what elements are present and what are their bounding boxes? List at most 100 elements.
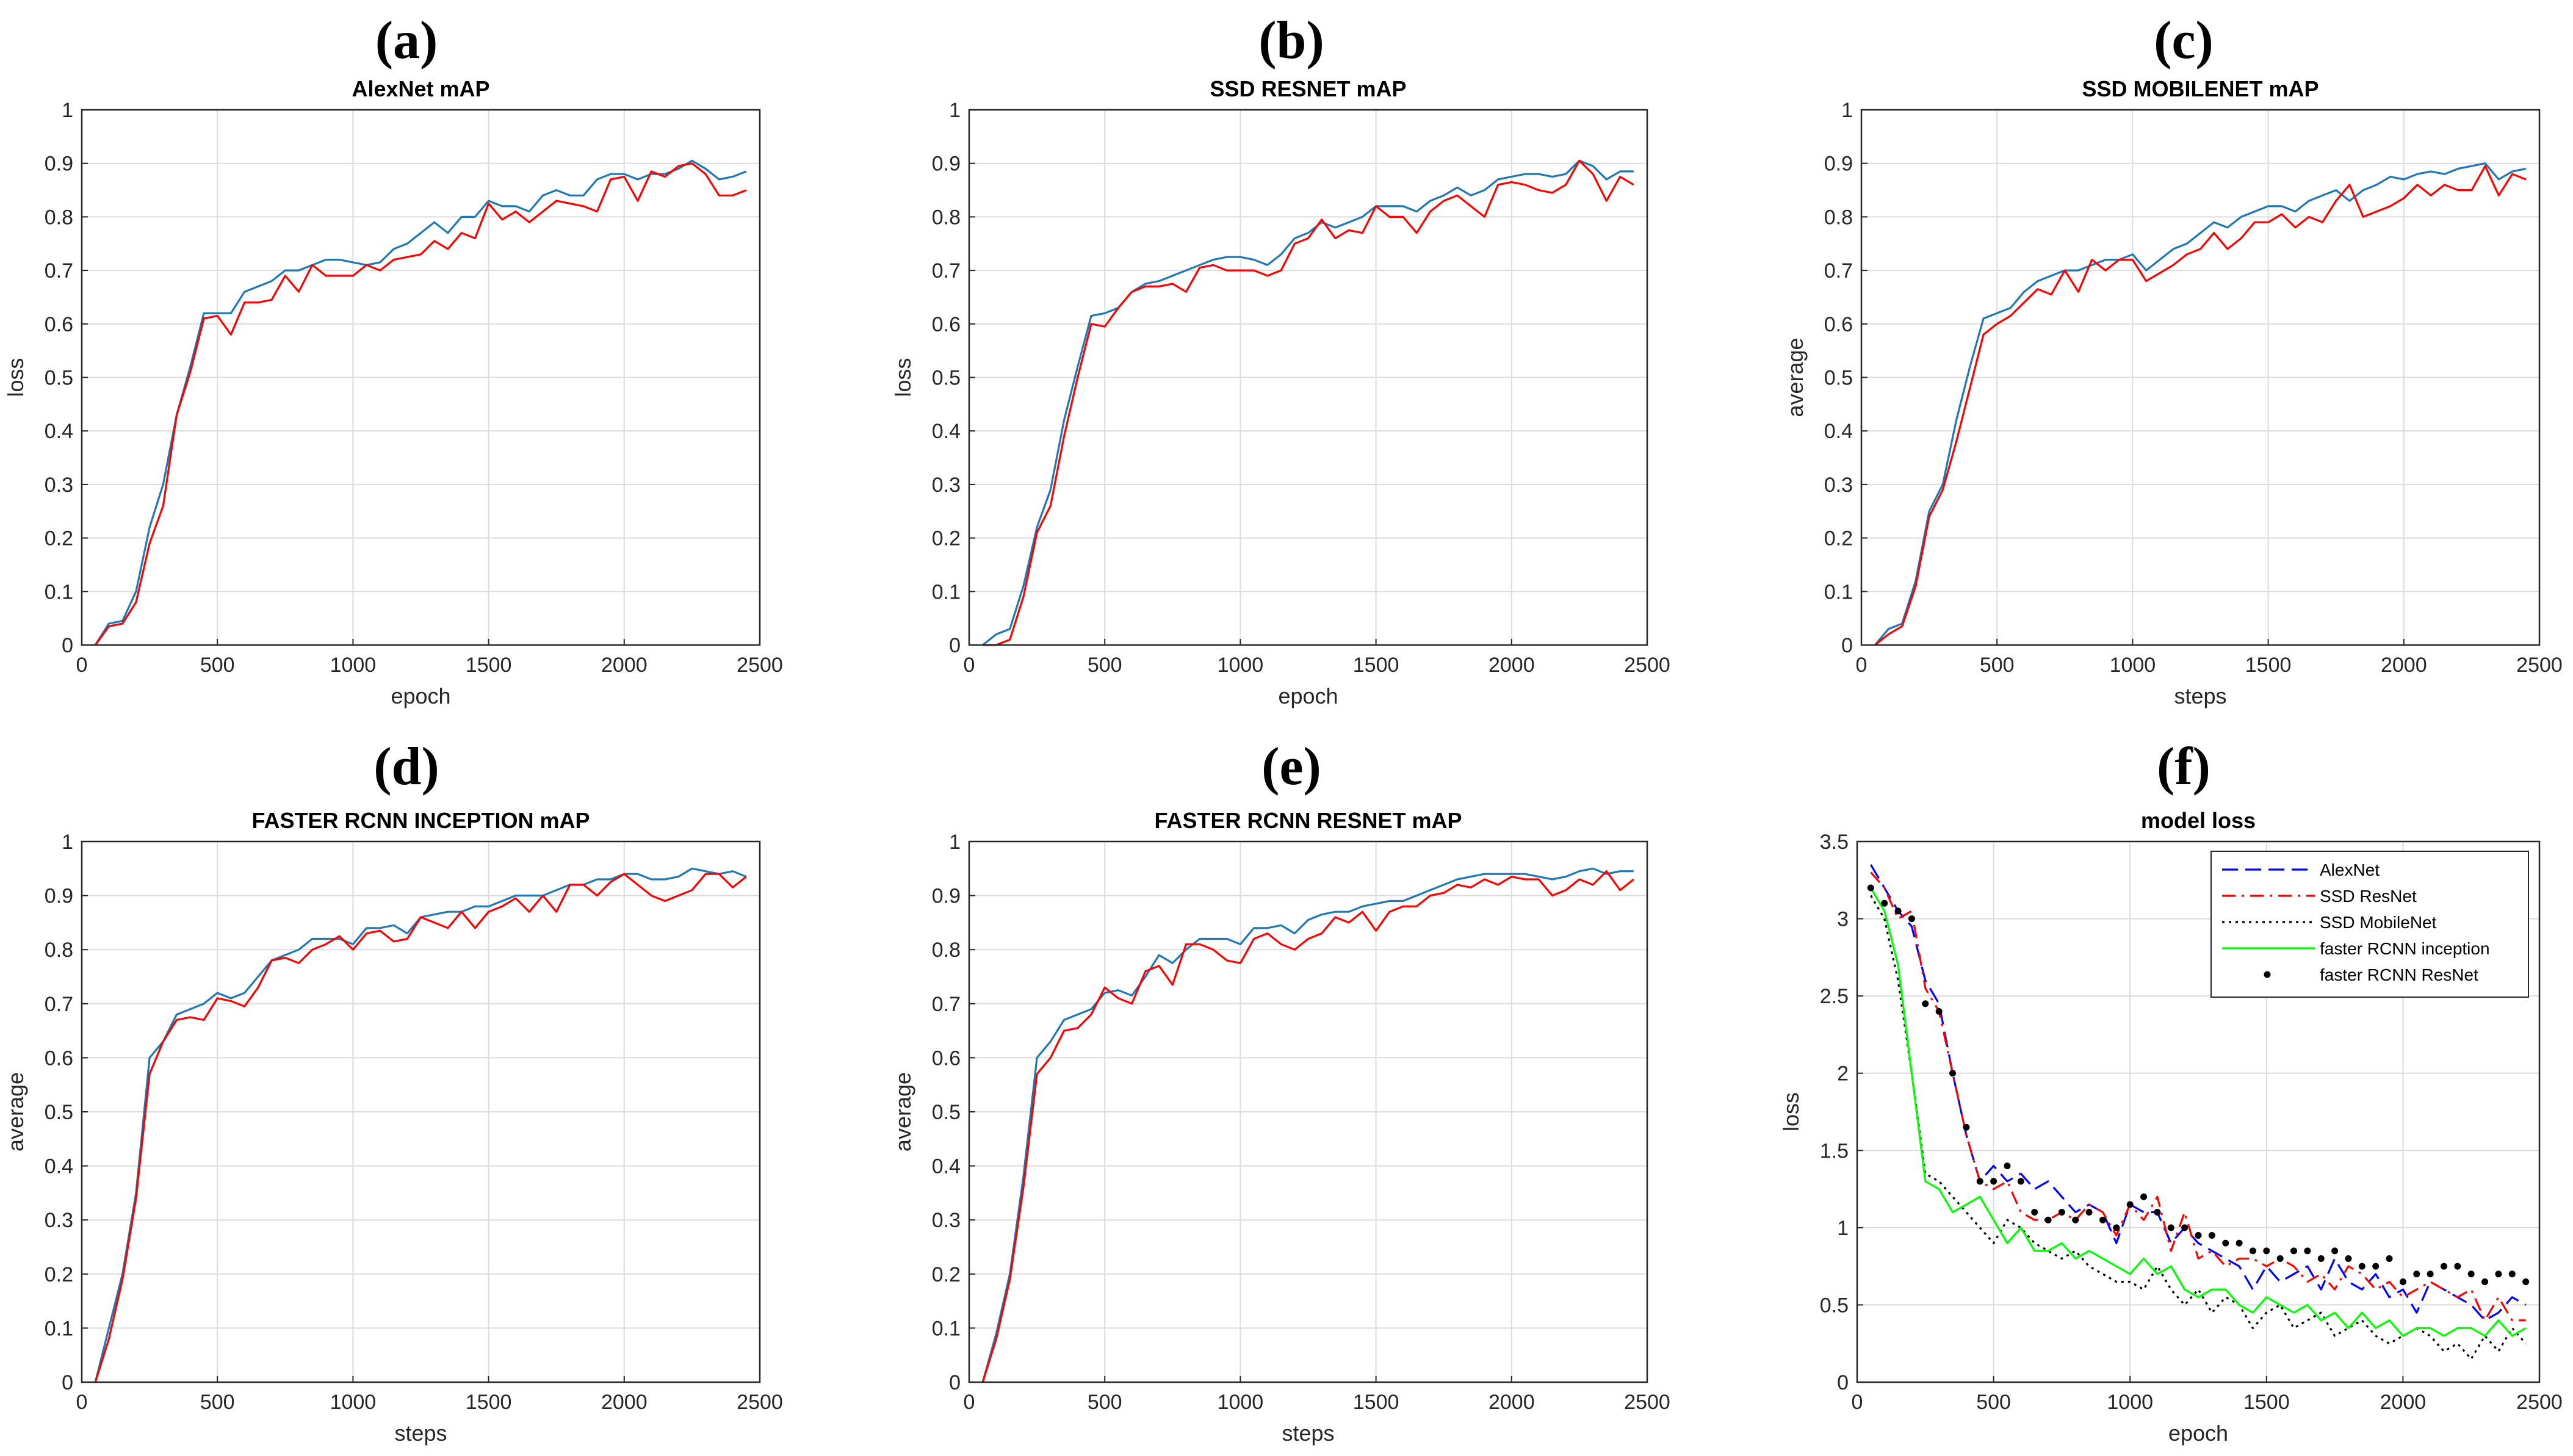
- y-tick-label: 0.5: [45, 1101, 73, 1124]
- y-tick-label: 0.8: [932, 939, 961, 962]
- legend-label: faster RCNN inception: [2320, 939, 2490, 958]
- x-tick-label: 0: [1856, 654, 1868, 677]
- y-tick-label: 1: [949, 99, 961, 122]
- y-tick-label: 0.6: [1824, 313, 1853, 336]
- y-tick-label: 0.7: [45, 993, 73, 1016]
- x-tick-label: 0: [964, 654, 975, 677]
- x-tick-label: 2500: [2516, 1391, 2563, 1414]
- y-tick-label: 0.3: [1824, 474, 1853, 497]
- chart-title: SSD RESNET mAP: [1210, 76, 1406, 101]
- y-tick-label: 0: [949, 1371, 961, 1394]
- y-tick-label: 0.5: [1824, 367, 1853, 390]
- x-axis-label: steps: [1282, 1421, 1334, 1446]
- x-axis-label: steps: [2174, 683, 2226, 708]
- data-point: [1867, 884, 1874, 892]
- x-tick-label: 2500: [1624, 1391, 1670, 1414]
- data-point: [2181, 1224, 2189, 1231]
- legend: AlexNet SSD ResNet SSD MobileNet faster RCN…: [2210, 851, 2529, 998]
- x-tick-label: 2500: [1624, 654, 1670, 677]
- y-tick-label: 0.9: [45, 153, 73, 176]
- legend-label: SSD MobileNet: [2320, 913, 2437, 932]
- data-point: [2058, 1209, 2065, 1216]
- x-tick-label: 2500: [737, 1391, 783, 1414]
- y-tick-label: 0.5: [45, 367, 73, 390]
- y-tick-label: 0.1: [45, 580, 73, 604]
- data-point: [2331, 1247, 2339, 1255]
- chart-title: SSD MOBILENET mAP: [2082, 76, 2319, 101]
- y-tick-label: 0.6: [932, 313, 961, 336]
- data-point: [2304, 1247, 2311, 1255]
- data-point: [1949, 1070, 1957, 1077]
- x-tick-label: 2000: [2380, 1391, 2427, 1414]
- y-tick-label: 3.5: [1820, 831, 1849, 854]
- data-point: [2263, 1247, 2270, 1255]
- y-tick-label: 1: [1837, 1217, 1849, 1240]
- y-tick-label: 0.2: [932, 1263, 961, 1286]
- legend-entry: AlexNet: [2222, 860, 2380, 879]
- data-point: [2495, 1270, 2502, 1278]
- x-tick-label: 1500: [2245, 654, 2292, 677]
- data-point: [2358, 1263, 2366, 1270]
- x-tick-label: 1500: [1353, 654, 1399, 677]
- panel-label: (d): [374, 737, 439, 796]
- x-tick-label: 2000: [1489, 654, 1535, 677]
- data-point: [2222, 1239, 2229, 1247]
- data-point: [1894, 907, 1902, 915]
- x-tick-label: 500: [1980, 654, 2015, 677]
- data-point: [2399, 1278, 2406, 1285]
- y-axis-label: loss: [1778, 1092, 1803, 1131]
- data-point: [1935, 1007, 1943, 1015]
- y-tick-label: 0: [62, 634, 73, 657]
- chart-panel-4: (d) FASTER RCNN INCEPTION mAP 0 500 1000 1500…: [3, 737, 783, 1446]
- data-point: [2317, 1255, 2325, 1262]
- x-tick-label: 2000: [601, 654, 648, 677]
- legend-entry: faster RCNN ResNet: [2264, 965, 2478, 984]
- y-tick-label: 0.9: [1824, 153, 1853, 176]
- x-tick-label: 1000: [1218, 1391, 1264, 1414]
- x-tick-label: 1000: [1218, 654, 1264, 677]
- series-red-line: [1874, 165, 2527, 646]
- data-point: [1908, 915, 1915, 923]
- series-faster-rcnn-resnet-markers: [1867, 884, 2530, 1285]
- data-point: [1990, 1178, 1997, 1185]
- data-point: [2290, 1247, 2298, 1255]
- y-tick-label: 1: [1841, 99, 1853, 122]
- y-axis-label: loss: [890, 358, 915, 397]
- chart-title: AlexNet mAP: [352, 76, 489, 101]
- y-tick-label: 0.2: [932, 527, 961, 550]
- data-point: [2427, 1270, 2434, 1278]
- data-point: [2154, 1209, 2161, 1216]
- y-tick-label: 1: [949, 831, 961, 854]
- legend-box: [2210, 851, 2529, 998]
- y-tick-label: 0.1: [932, 1317, 961, 1340]
- data-point: [2345, 1255, 2352, 1262]
- series-red-line: [94, 873, 747, 1383]
- y-tick-label: 3: [1837, 908, 1849, 931]
- x-tick-label: 1000: [2107, 1391, 2153, 1414]
- y-tick-label: 0.7: [45, 259, 73, 283]
- x-tick-label: 500: [200, 654, 235, 677]
- x-tick-label: 0: [1852, 1391, 1863, 1414]
- x-tick-label: 500: [200, 1391, 235, 1414]
- panel-label: (a): [375, 11, 438, 70]
- y-tick-label: 0.1: [932, 580, 961, 604]
- x-tick-label: 2500: [2516, 654, 2563, 677]
- x-axis-label: steps: [394, 1421, 447, 1446]
- y-tick-label: 0.7: [1824, 259, 1853, 283]
- y-tick-label: 0.8: [932, 206, 961, 229]
- chart-title: FASTER RCNN INCEPTION mAP: [251, 808, 590, 833]
- y-tick-label: 0.3: [45, 474, 73, 497]
- axes-box: [1860, 109, 2541, 646]
- data-point: [2236, 1239, 2243, 1247]
- chart-panel-2: (b) SSD RESNET mAP 0 500 1000 1500 2000 2500 0 0.…: [890, 11, 1670, 708]
- x-tick-label: 2000: [1489, 1391, 1535, 1414]
- data-point: [2195, 1232, 2202, 1239]
- chart-title: FASTER RCNN RESNET mAP: [1154, 808, 1462, 833]
- series-blue-line: [981, 867, 1634, 1383]
- y-axis-label: average: [3, 1072, 28, 1151]
- y-tick-label: 2.5: [1820, 985, 1849, 1008]
- series-red-line: [94, 162, 747, 646]
- y-tick-label: 0.4: [1824, 420, 1853, 443]
- y-tick-label: 0.5: [932, 1101, 961, 1124]
- y-tick-label: 1: [62, 99, 73, 122]
